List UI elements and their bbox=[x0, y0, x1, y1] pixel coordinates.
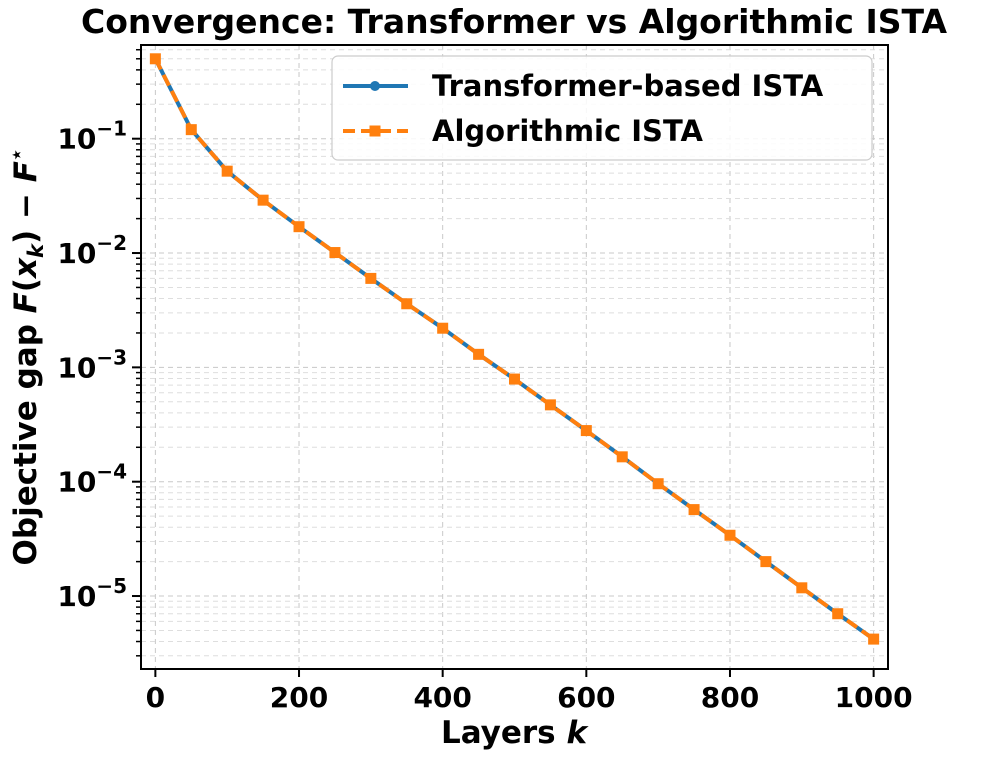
x-tick-label: 0 bbox=[146, 681, 165, 714]
data-point-square bbox=[401, 298, 413, 310]
series-group bbox=[149, 53, 880, 645]
y-axis-label-minus-F: − F bbox=[8, 161, 44, 219]
x-tick-label: 1000 bbox=[835, 681, 913, 714]
y-axis-label-star: ⋆ bbox=[4, 149, 28, 162]
data-point-square bbox=[796, 582, 808, 594]
data-point-square bbox=[329, 247, 341, 259]
data-point-square bbox=[760, 556, 772, 568]
data-point-square bbox=[293, 221, 305, 233]
data-point-square bbox=[365, 272, 377, 284]
data-point-square bbox=[616, 451, 628, 463]
y-axis-label-x: x bbox=[8, 257, 44, 280]
x-tick-label: 400 bbox=[413, 681, 471, 714]
data-point-square bbox=[652, 478, 664, 490]
legend-box bbox=[331, 55, 873, 161]
data-point-square bbox=[509, 373, 520, 385]
x-axis-label-var: k bbox=[566, 715, 589, 751]
data-point-square bbox=[544, 399, 556, 411]
data-point-square bbox=[724, 529, 736, 541]
data-point-square bbox=[868, 633, 880, 645]
y-tick-label: 10−5 bbox=[57, 574, 127, 613]
data-point-square bbox=[437, 322, 449, 334]
data-point-square bbox=[473, 348, 485, 360]
data-point-square bbox=[257, 194, 269, 206]
chart-title: Convergence: Transformer vs Algorithmic … bbox=[81, 2, 947, 41]
x-tick-label: 800 bbox=[701, 681, 759, 714]
x-axis-label: Layers k bbox=[441, 715, 590, 751]
data-point-square bbox=[185, 124, 197, 136]
legend: Transformer-based ISTA Algorithmic ISTA bbox=[331, 55, 873, 161]
legend-marker-transformer bbox=[370, 81, 380, 91]
plot-frame bbox=[140, 44, 889, 670]
y-tick-label: 10−3 bbox=[57, 345, 127, 384]
data-point-square bbox=[149, 53, 161, 65]
y-axis-label-prefix: Objective gap bbox=[8, 324, 44, 565]
y-tick-label: 10−2 bbox=[57, 231, 127, 270]
y-axis-label-F: F bbox=[8, 292, 44, 313]
x-tick-label: 200 bbox=[270, 681, 328, 714]
y-axis-label-k: k bbox=[24, 242, 48, 258]
legend-label-transformer: Transformer-based ISTA bbox=[432, 69, 824, 103]
grid-lines bbox=[141, 45, 888, 669]
legend-label-algorithmic: Algorithmic ISTA bbox=[432, 114, 703, 148]
data-point-square bbox=[580, 425, 592, 437]
y-tick-label: 10−4 bbox=[57, 460, 127, 499]
y-tick-label: 10−1 bbox=[57, 117, 127, 156]
legend-marker-algorithmic bbox=[369, 125, 381, 137]
x-axis-ticks: 0 200 400 600 800 1000 bbox=[146, 669, 913, 714]
data-point-square bbox=[832, 608, 844, 620]
data-point-square bbox=[688, 504, 700, 516]
x-axis-label-text: Layers bbox=[441, 715, 556, 751]
y-axis-label: Objective gap F(xk) − F⋆ bbox=[4, 149, 48, 566]
x-tick-label: 600 bbox=[557, 681, 615, 714]
y-axis-ticks: 10−1 10−2 10−3 10−4 10−5 bbox=[57, 48, 141, 657]
data-point-square bbox=[221, 165, 233, 177]
